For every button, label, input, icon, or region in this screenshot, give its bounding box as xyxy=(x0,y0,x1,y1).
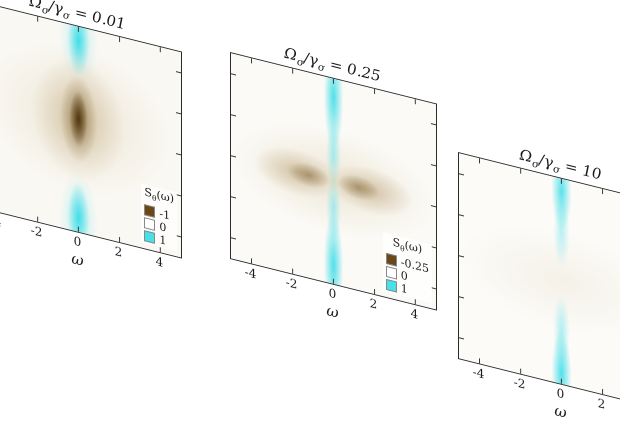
title-subscript: σ xyxy=(41,4,49,18)
colorbar-legend: Sθ(ω) -1 0 1 xyxy=(141,183,177,252)
heatmap-panel-3: Ωσ/γσ= 10 Sθ(ω) xyxy=(458,130,620,445)
title-subscript: σ xyxy=(317,61,325,75)
legend-label: 1 xyxy=(400,281,408,297)
legend-label: 1 xyxy=(159,232,167,248)
title-symbol: /γ xyxy=(538,150,554,172)
title-symbol: /γ xyxy=(48,0,63,18)
title-symbol: /γ xyxy=(303,48,318,70)
y-axis-ticks-left xyxy=(459,153,464,360)
title-subscript: σ xyxy=(62,9,70,23)
heatmap-panel-1: Ωσ/γσ = 0.01 Sθ(ω) -1 0 xyxy=(0,0,182,297)
title-symbol: Ω xyxy=(519,145,533,167)
title-subscript: σ xyxy=(296,56,304,70)
heatmap-panel-2: Ωσ/γσ = 0.25 Sθ(ω) -0.25 0 xyxy=(230,30,437,349)
colorbar-legend: Sθ(ω) -0.25 0 1 xyxy=(382,231,432,304)
legend-swatch-cyan xyxy=(144,230,156,244)
title-subscript: σ xyxy=(553,163,560,177)
legend-swatch-cyan xyxy=(385,278,397,293)
title-symbol: Ω xyxy=(29,0,42,13)
y-axis-ticks-left xyxy=(231,53,236,260)
title-symbol: Ω xyxy=(284,43,297,65)
title-subscript: σ xyxy=(532,158,539,172)
